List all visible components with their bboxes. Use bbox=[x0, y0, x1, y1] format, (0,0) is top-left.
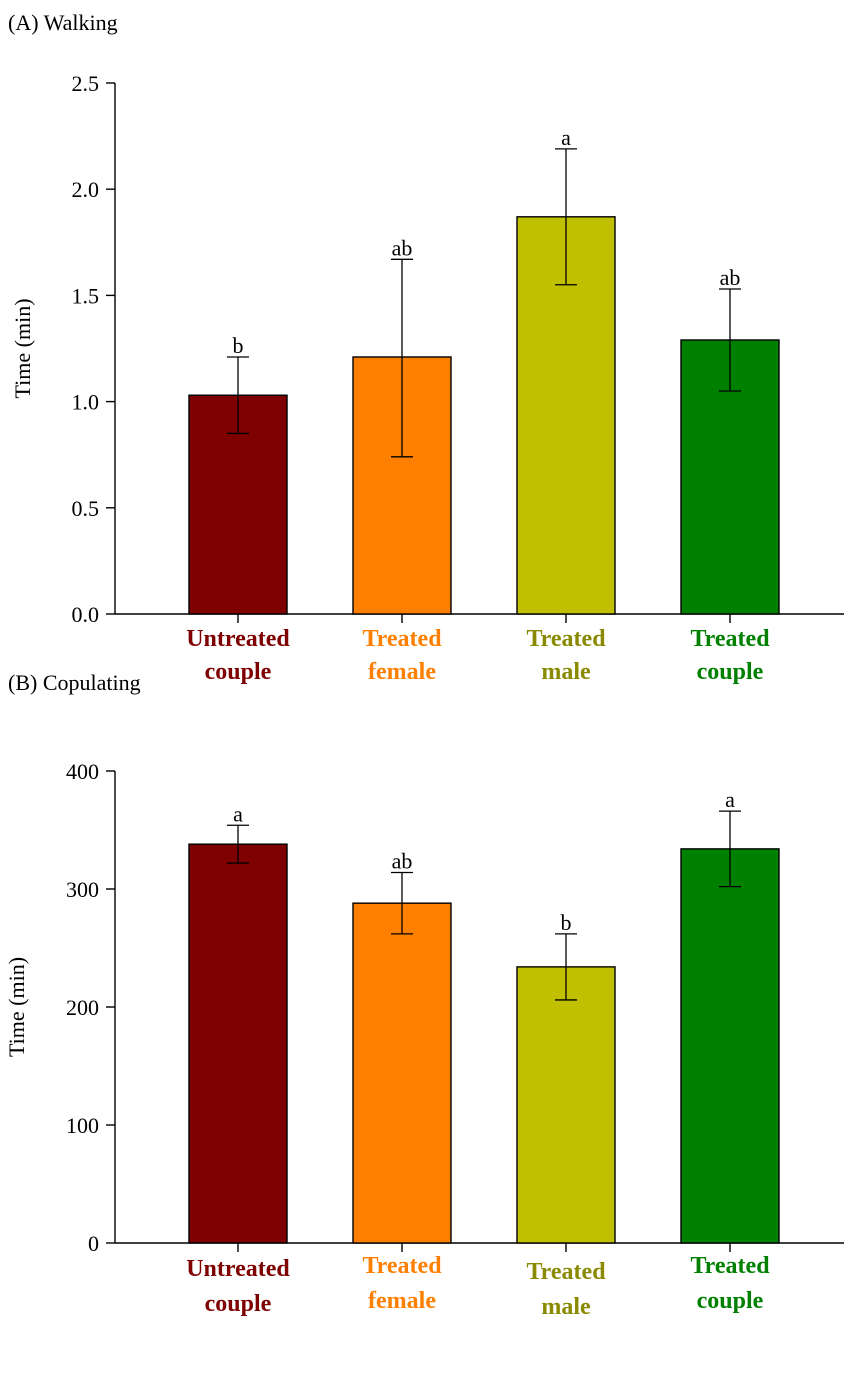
y-tick-label: 0.5 bbox=[72, 496, 100, 521]
chart-title: (A) Walking bbox=[8, 10, 118, 35]
significance-label: ab bbox=[392, 848, 413, 873]
y-tick-label: 2.5 bbox=[72, 71, 100, 96]
category-label: Treated bbox=[690, 626, 770, 652]
bar bbox=[680, 339, 780, 615]
category-label: Treated bbox=[362, 626, 442, 652]
bar bbox=[516, 966, 616, 1244]
category-label: couple bbox=[205, 659, 272, 685]
significance-label: ab bbox=[392, 235, 413, 260]
significance-label: b bbox=[561, 910, 572, 935]
panel-copulating: (B) Copulating 0 100 200 300 400 Time (min) a Un… bbox=[4, 670, 844, 1320]
bar bbox=[680, 848, 780, 1244]
category-label: female bbox=[368, 659, 436, 685]
y-axis-label: Time (min) bbox=[4, 957, 29, 1057]
chart-title: (B) Copulating bbox=[8, 670, 141, 695]
y-tick-label: 0.0 bbox=[72, 602, 100, 627]
category-label: male bbox=[541, 659, 591, 685]
category-label: Untreated bbox=[186, 626, 290, 652]
category-label: Untreated bbox=[186, 1256, 290, 1282]
y-tick-label: 100 bbox=[66, 1113, 99, 1138]
category-label: male bbox=[541, 1294, 591, 1320]
y-tick-label: 400 bbox=[66, 759, 99, 784]
category-label: Treated bbox=[526, 626, 606, 652]
significance-label: a bbox=[561, 125, 571, 150]
category-label: couple bbox=[205, 1291, 272, 1317]
y-tick-label: 1.5 bbox=[72, 283, 100, 308]
category-label: Treated bbox=[362, 1253, 442, 1279]
y-tick-label: 0 bbox=[88, 1231, 99, 1256]
panel-walking: (A) Walking 0.0 0.5 1.0 1.5 2.0 2.5 Time (min) b… bbox=[8, 10, 844, 685]
significance-label: ab bbox=[720, 265, 741, 290]
bar bbox=[352, 902, 452, 1244]
y-tick-label: 300 bbox=[66, 877, 99, 902]
bar bbox=[188, 843, 288, 1244]
category-label: Treated bbox=[690, 1253, 770, 1279]
y-tick-label: 2.0 bbox=[72, 177, 100, 202]
y-tick-label: 1.0 bbox=[72, 390, 100, 415]
significance-label: b bbox=[233, 333, 244, 358]
y-axis-label: Time (min) bbox=[10, 298, 35, 398]
significance-label: a bbox=[725, 787, 735, 812]
significance-label: a bbox=[233, 801, 243, 826]
y-tick-label: 200 bbox=[66, 995, 99, 1020]
category-label: Treated bbox=[526, 1259, 606, 1285]
category-label: female bbox=[368, 1288, 436, 1314]
category-label: couple bbox=[697, 659, 764, 685]
category-label: couple bbox=[697, 1288, 764, 1314]
